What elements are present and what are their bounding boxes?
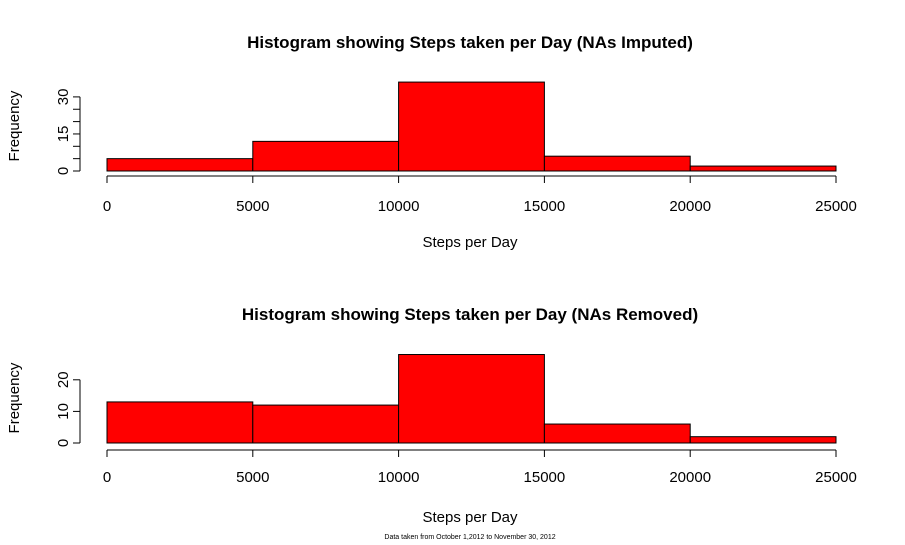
x-tick-label: 20000 <box>669 469 711 486</box>
y-tick-label: 10 <box>55 403 72 420</box>
histogram-bar <box>543 423 691 444</box>
x-tick-label: 25000 <box>815 198 857 215</box>
histogram-panel-imputed: Histogram showing Steps taken per Day (N… <box>6 33 857 251</box>
histogram-bar <box>398 354 545 444</box>
histogram-bar <box>398 81 545 172</box>
y-axis-removed: 0 10 20 <box>55 371 81 447</box>
x-tick-label: 10000 <box>378 198 420 215</box>
x-tick-label: 5000 <box>236 469 269 486</box>
histogram-bar <box>543 155 691 172</box>
y-tick-label: 0 <box>55 167 72 175</box>
y-axis-title-removed: Frequency <box>6 362 23 433</box>
chart-title-removed: Histogram showing Steps taken per Day (N… <box>242 305 698 324</box>
histogram-bar <box>106 401 254 444</box>
x-tick-label: 20000 <box>669 198 711 215</box>
x-tick-label: 5000 <box>236 198 269 215</box>
x-tick-label: 0 <box>103 469 111 486</box>
histogram-bar <box>252 140 400 172</box>
histogram-bar <box>252 404 400 444</box>
x-axis-title-removed: Steps per Day <box>422 509 518 526</box>
y-tick-label: 30 <box>55 89 72 106</box>
data-source-caption: Data taken from October 1,2012 to Novemb… <box>384 534 555 541</box>
x-tick-label: 10000 <box>378 469 420 486</box>
x-axis-title-imputed: Steps per Day <box>422 234 518 251</box>
y-tick-label: 0 <box>55 439 72 447</box>
y-axis-title-imputed: Frequency <box>6 90 23 161</box>
x-tick-label: 25000 <box>815 469 857 486</box>
x-tick-label: 15000 <box>524 198 566 215</box>
y-tick-label: 20 <box>55 371 72 388</box>
x-tick-label: 0 <box>103 198 111 215</box>
histogram-panel-removed: Histogram showing Steps taken per Day (N… <box>6 305 857 526</box>
histogram-bar <box>106 158 254 172</box>
bars-removed <box>106 354 837 444</box>
bars-imputed <box>106 81 837 172</box>
x-axis-removed: 0 5000 10000 15000 20000 25000 <box>103 449 857 486</box>
x-axis-imputed: 0 5000 10000 15000 20000 25000 <box>103 175 857 215</box>
y-axis-imputed: 0 15 30 <box>55 89 81 175</box>
histogram-bar <box>689 165 837 172</box>
histogram-bar <box>689 436 837 444</box>
x-tick-label: 15000 <box>524 469 566 486</box>
y-tick-label: 15 <box>55 126 72 143</box>
chart-title-imputed: Histogram showing Steps taken per Day (N… <box>247 33 693 52</box>
